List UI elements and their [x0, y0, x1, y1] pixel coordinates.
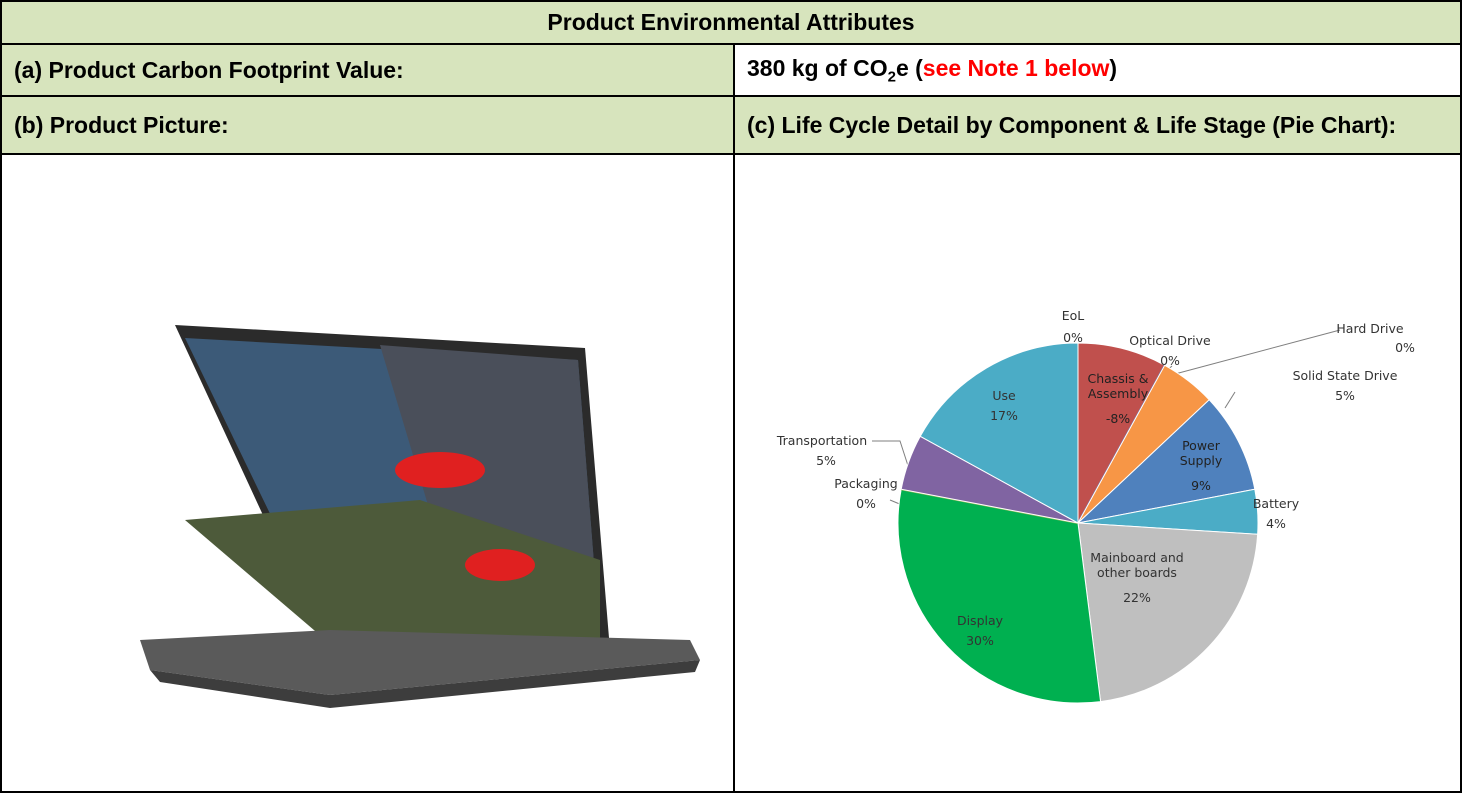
slice-name: Use	[974, 388, 1034, 403]
slice-value: -8%	[1088, 411, 1148, 426]
slice-name: Chassis & Assembly	[1078, 371, 1158, 401]
slice-value: 30%	[950, 633, 1010, 648]
document: {"header": {"title": "Product Environmen…	[0, 0, 1462, 782]
slice-name: Optical Drive	[1115, 333, 1225, 348]
slice-value: 0%	[1375, 340, 1435, 355]
slice-value: 4%	[1246, 516, 1306, 531]
slice-name: Packaging	[826, 476, 906, 491]
slice-value: 5%	[796, 453, 856, 468]
slice-name: Hard Drive	[1320, 321, 1420, 336]
slice-value: 5%	[1315, 388, 1375, 403]
slice-value: 22%	[1107, 590, 1167, 605]
leader-line	[1225, 392, 1235, 408]
drawing	[0, 0, 1462, 782]
slice-name: Transportation	[767, 433, 877, 448]
slice-name: Solid State Drive	[1275, 368, 1415, 383]
slice-name: Power Supply	[1171, 438, 1231, 468]
slice-name: EoL	[1043, 308, 1103, 323]
slice-value: 0%	[1043, 330, 1103, 345]
page: body { margin: 0; width: 1462px; height:…	[0, 0, 1462, 782]
slice-name: Display	[940, 613, 1020, 628]
slice-name: Mainboard and other boards	[1077, 550, 1197, 580]
laptop-picture	[140, 325, 700, 708]
slice-value: 17%	[974, 408, 1034, 423]
slice-value: 9%	[1171, 478, 1231, 493]
slice-value: 0%	[836, 496, 896, 511]
slice-value: 0%	[1140, 353, 1200, 368]
slice-name: Battery	[1241, 496, 1311, 511]
